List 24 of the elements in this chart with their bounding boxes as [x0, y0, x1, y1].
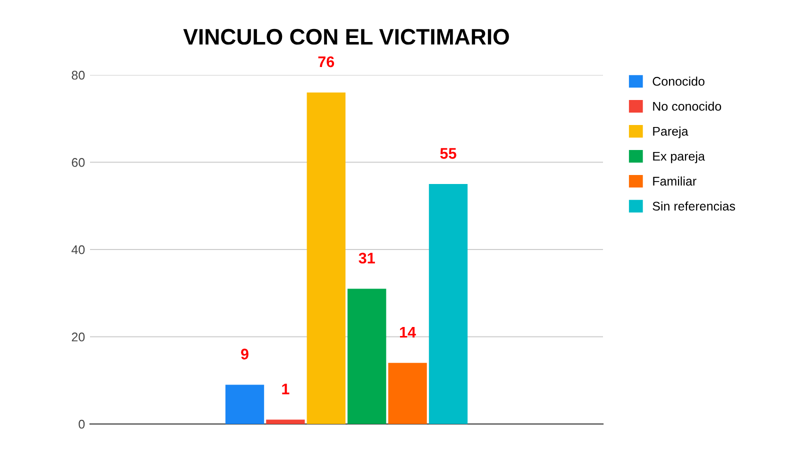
data-label: 9: [241, 348, 248, 360]
bar: [225, 384, 264, 424]
legend-label: Familiar: [653, 176, 696, 186]
legend-label: Sin referencias: [652, 201, 736, 211]
data-label: 31: [358, 252, 375, 264]
bar: [388, 362, 427, 424]
legend-label: Pareja: [653, 126, 688, 138]
legend-label: Conocido: [652, 76, 704, 86]
bar: [348, 288, 386, 424]
data-label: 14: [400, 327, 416, 338]
y-tick-label: 0: [78, 420, 85, 429]
data-label: 55: [440, 148, 456, 159]
y-tick-label: 80: [72, 70, 85, 80]
data-label: 1: [282, 384, 290, 394]
bar: [266, 420, 305, 424]
data-label: 76: [318, 56, 334, 68]
legend-label: No conocido: [653, 102, 722, 111]
chart-title: VINCULO CON EL VICTIMARIO: [183, 28, 509, 45]
y-tick-label: 40: [72, 245, 85, 254]
y-tick-label: 20: [72, 332, 85, 342]
bar: [306, 92, 346, 424]
legend-label: Ex pareja: [653, 152, 705, 164]
bar: [428, 184, 468, 424]
y-tick-label: 60: [72, 158, 85, 167]
